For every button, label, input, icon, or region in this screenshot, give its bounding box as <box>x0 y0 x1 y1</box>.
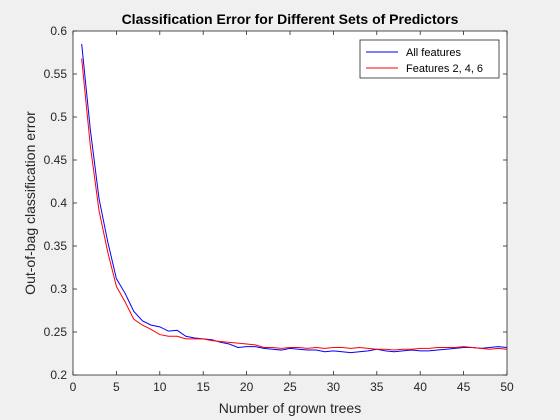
x-tick-label: 0 <box>70 380 77 394</box>
x-tick-label: 45 <box>457 380 471 394</box>
y-tick-label: 0.35 <box>44 239 68 253</box>
series-line-features-2-4-6 <box>81 58 508 351</box>
y-tick-label: 0.55 <box>44 67 68 81</box>
y-axis: 0.2 0.25 0.3 0.35 0.4 0.45 0.5 0.55 0.6 <box>44 24 507 382</box>
y-tick-label: 0.4 <box>50 196 67 210</box>
y-tick-label: 0.3 <box>50 282 67 296</box>
x-tick-label: 10 <box>153 380 167 394</box>
y-tick-label: 0.6 <box>50 24 67 38</box>
legend-box <box>359 39 500 79</box>
x-tick-label: 30 <box>327 380 341 394</box>
legend-label-all-features: All features <box>406 47 462 59</box>
x-axis: 0 5 10 15 20 25 30 35 40 45 50 <box>70 31 514 394</box>
x-tick-label: 40 <box>414 380 428 394</box>
x-tick-label: 35 <box>370 380 384 394</box>
legend: All features Features 2, 4, 6 <box>359 39 500 79</box>
legend-label-features-2-4-6: Features 2, 4, 6 <box>406 63 483 75</box>
y-tick-label: 0.2 <box>50 368 67 382</box>
plot-area <box>73 31 507 375</box>
x-tick-label: 15 <box>197 380 211 394</box>
y-tick-label: 0.45 <box>44 153 68 167</box>
x-tick-label: 20 <box>240 380 254 394</box>
x-axis-label: Number of grown trees <box>219 400 361 416</box>
series-layer <box>81 43 508 354</box>
y-tick-label: 0.25 <box>44 325 68 339</box>
series-line-all-features <box>81 43 508 354</box>
x-tick-label: 5 <box>113 380 120 394</box>
y-tick-label: 0.5 <box>50 110 67 124</box>
y-axis-label: Out-of-bag classification error <box>22 111 38 295</box>
x-tick-label: 50 <box>500 380 514 394</box>
chart-title: Classification Error for Different Sets … <box>122 11 459 27</box>
x-tick-label: 25 <box>283 380 297 394</box>
